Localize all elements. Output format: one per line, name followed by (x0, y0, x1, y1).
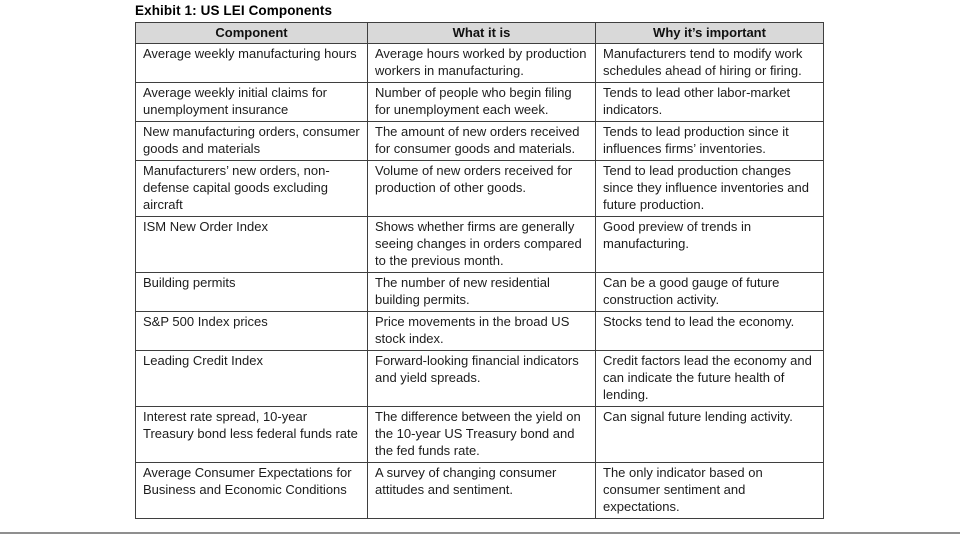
table-row: S&P 500 Index prices Price movements in t… (135, 311, 824, 351)
why-important-cell: Can signal future lending activity. (595, 406, 824, 463)
bottom-divider (0, 532, 960, 534)
header-what-it-is: What it is (367, 22, 596, 44)
component-cell: New manufacturing orders, consumer goods… (135, 121, 368, 161)
why-important-cell: Tends to lead other labor-market indicat… (595, 82, 824, 122)
table-row: Building permits The number of new reside… (135, 272, 824, 312)
exhibit-title: Exhibit 1: US LEI Components (135, 3, 333, 18)
component-cell: Average Consumer Expectations for Busine… (135, 462, 368, 519)
what-it-is-cell: Average hours worked by production worke… (367, 43, 596, 83)
table-row: New manufacturing orders, consumer goods… (135, 121, 824, 161)
table-row: Manufacturers’ new orders, non-defense c… (135, 160, 824, 217)
exhibit-container: Exhibit 1: US LEI Components Component W… (135, 3, 824, 519)
why-important-cell: Can be a good gauge of future constructi… (595, 272, 824, 312)
why-important-cell: Good preview of trends in manufacturing. (595, 216, 824, 273)
header-why-important: Why it’s important (595, 22, 824, 44)
lei-components-table: Component What it is Why it’s important … (135, 22, 824, 519)
table-row: ISM New Order Index Shows whether firms a… (135, 216, 824, 273)
table-row: Average weekly manufacturing hours Averag… (135, 43, 824, 83)
header-component: Component (135, 22, 368, 44)
what-it-is-cell: A survey of changing consumer attitudes … (367, 462, 596, 519)
why-important-cell: Manufacturers tend to modify work schedu… (595, 43, 824, 83)
why-important-cell: Tends to lead production since it influe… (595, 121, 824, 161)
why-important-cell: Credit factors lead the economy and can … (595, 350, 824, 407)
table-row: Average weekly initial claims for unempl… (135, 82, 824, 122)
why-important-cell: Tend to lead production changes since th… (595, 160, 824, 217)
what-it-is-cell: Forward-looking financial indicators and… (367, 350, 596, 407)
component-cell: Interest rate spread, 10-year Treasury b… (135, 406, 368, 463)
table-row: Interest rate spread, 10-year Treasury b… (135, 406, 824, 463)
what-it-is-cell: Shows whether firms are generally seeing… (367, 216, 596, 273)
what-it-is-cell: Price movements in the broad US stock in… (367, 311, 596, 351)
why-important-cell: The only indicator based on consumer sen… (595, 462, 824, 519)
component-cell: Average weekly initial claims for unempl… (135, 82, 368, 122)
component-cell: Building permits (135, 272, 368, 312)
what-it-is-cell: Volume of new orders received for produc… (367, 160, 596, 217)
component-cell: Manufacturers’ new orders, non-defense c… (135, 160, 368, 217)
table-body: Average weekly manufacturing hours Averag… (135, 43, 824, 519)
what-it-is-cell: The amount of new orders received for co… (367, 121, 596, 161)
table-row: Leading Credit Index Forward-looking fina… (135, 350, 824, 407)
component-cell: Leading Credit Index (135, 350, 368, 407)
component-cell: S&P 500 Index prices (135, 311, 368, 351)
header-row: Component What it is Why it’s important (135, 22, 824, 44)
why-important-cell: Stocks tend to lead the economy. (595, 311, 824, 351)
what-it-is-cell: The difference between the yield on the … (367, 406, 596, 463)
table-row: Average Consumer Expectations for Busine… (135, 462, 824, 519)
what-it-is-cell: The number of new residential building p… (367, 272, 596, 312)
what-it-is-cell: Number of people who begin filing for un… (367, 82, 596, 122)
component-cell: Average weekly manufacturing hours (135, 43, 368, 83)
component-cell: ISM New Order Index (135, 216, 368, 273)
